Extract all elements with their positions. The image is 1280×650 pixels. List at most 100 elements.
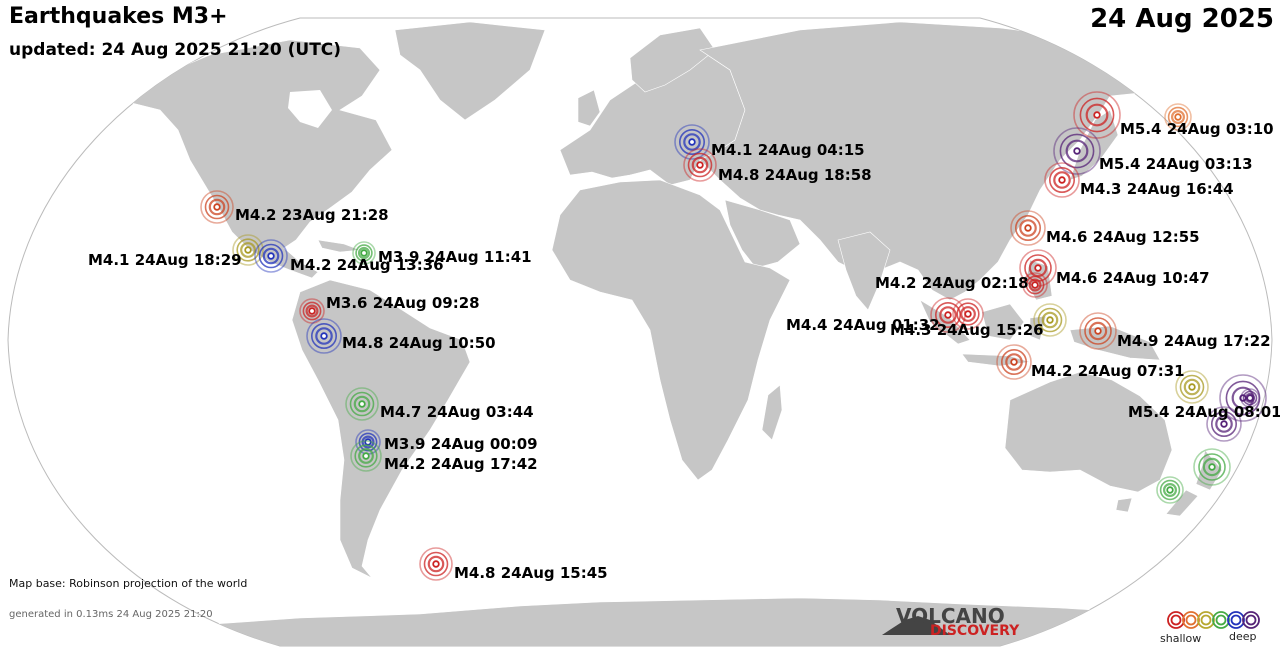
quake-ring <box>1167 106 1189 128</box>
quake-marker[interactable] <box>1053 127 1101 175</box>
quake-label[interactable]: M4.6 24Aug 12:55 <box>1046 228 1200 246</box>
legend-circle <box>1245 614 1257 626</box>
quake-ring <box>1037 307 1063 333</box>
quake-ring <box>1225 380 1261 416</box>
quake-marker[interactable] <box>1079 312 1117 350</box>
quake-ring <box>299 298 325 324</box>
quake-marker[interactable] <box>299 298 325 324</box>
quake-ring <box>358 448 374 464</box>
quake-epicenter <box>1010 358 1018 366</box>
quake-epicenter <box>358 400 366 408</box>
quake-epicenter <box>1034 264 1042 272</box>
quake-ring <box>1079 97 1115 133</box>
land-tasmania <box>1115 497 1133 513</box>
quake-label[interactable]: M4.7 24Aug 03:44 <box>380 403 534 421</box>
quake-marker[interactable] <box>1175 370 1209 404</box>
quake-marker[interactable] <box>1010 210 1046 246</box>
quake-ring <box>345 387 379 421</box>
quake-marker[interactable] <box>419 547 453 581</box>
quake-epicenter <box>308 307 316 315</box>
quake-label[interactable]: M3.6 24Aug 09:28 <box>326 294 480 312</box>
quake-ring <box>1053 127 1101 175</box>
quake-label[interactable]: M4.2 24Aug 07:31 <box>1031 362 1185 380</box>
quake-marker[interactable] <box>1156 476 1184 504</box>
quake-epicenter <box>267 252 275 260</box>
quake-label[interactable]: M4.8 24Aug 10:50 <box>342 334 496 352</box>
land-arabia <box>724 199 801 269</box>
quake-marker[interactable] <box>200 190 234 224</box>
land-new-guinea <box>1069 325 1161 361</box>
quake-marker[interactable] <box>350 440 382 472</box>
quake-ring <box>683 133 701 151</box>
quake-ring <box>1193 448 1231 486</box>
quake-ring <box>1053 171 1071 189</box>
quake-marker[interactable] <box>674 124 710 160</box>
quake-marker[interactable] <box>952 298 984 330</box>
quake-label[interactable]: M3.9 24Aug 11:41 <box>378 248 532 266</box>
quake-epicenter <box>1073 147 1081 155</box>
quake-label[interactable]: M4.1 24Aug 04:15 <box>711 141 865 159</box>
quake-ring <box>355 244 373 262</box>
quake-marker[interactable] <box>306 318 342 354</box>
quake-label[interactable]: M4.2 24Aug 17:42 <box>384 455 538 473</box>
quake-marker[interactable] <box>1206 406 1242 442</box>
legend-circle <box>1170 614 1182 626</box>
quake-label[interactable]: M4.8 24Aug 18:58 <box>718 166 872 184</box>
quake-marker[interactable] <box>352 241 376 265</box>
quake-label[interactable]: M4.3 24Aug 16:44 <box>1080 180 1234 198</box>
legend-deep-label: deep <box>1229 630 1257 643</box>
quake-label[interactable]: M5.4 24Aug 03:10 <box>1120 120 1274 138</box>
quake-ring <box>1202 457 1222 477</box>
quake-label[interactable]: M5.4 24Aug 08:01 <box>1128 403 1280 421</box>
quake-ring <box>427 555 445 573</box>
quake-marker[interactable] <box>683 148 717 182</box>
quake-ring <box>350 440 382 472</box>
quake-label[interactable]: M4.2 24Aug 02:18 <box>875 274 1029 292</box>
quake-ring <box>1244 392 1256 404</box>
quake-marker[interactable] <box>996 344 1032 380</box>
quake-label[interactable]: M4.4 24Aug 01:32 <box>786 316 940 334</box>
quake-label[interactable]: M4.1 24Aug 18:29 <box>88 251 242 269</box>
quake-ring <box>315 327 333 345</box>
legend-circle <box>1185 614 1197 626</box>
quake-ring <box>1059 133 1095 169</box>
quake-marker[interactable] <box>1240 388 1260 408</box>
quake-marker[interactable] <box>232 234 264 266</box>
quake-marker[interactable] <box>1022 272 1048 298</box>
quake-label[interactable]: M4.2 24Aug 13:36 <box>290 256 444 274</box>
quake-label[interactable]: M4.6 24Aug 10:47 <box>1056 269 1210 287</box>
quake-label[interactable]: M4.8 24Aug 15:45 <box>454 564 608 582</box>
quake-marker[interactable] <box>1044 162 1080 198</box>
quake-label[interactable]: M4.3 24Aug 15:26 <box>890 321 1044 339</box>
quake-marker[interactable] <box>1164 103 1192 131</box>
quake-marker[interactable] <box>1073 91 1121 139</box>
quake-ring <box>1156 476 1184 504</box>
legend-depth-scale <box>1167 611 1260 629</box>
quake-epicenter <box>1031 281 1039 289</box>
quake-label[interactable]: M5.4 24Aug 03:13 <box>1099 155 1253 173</box>
quake-marker[interactable] <box>1193 448 1231 486</box>
quake-ring <box>1164 103 1192 131</box>
quake-label[interactable]: M4.2 23Aug 21:28 <box>235 206 389 224</box>
quake-epicenter <box>362 452 370 460</box>
quake-marker[interactable] <box>345 387 379 421</box>
quake-ring <box>361 435 375 449</box>
quake-ring <box>357 246 371 260</box>
quake-ring <box>1085 103 1109 127</box>
quake-label[interactable]: M4.9 24Aug 17:22 <box>1117 332 1271 350</box>
quake-ring <box>1025 275 1045 295</box>
quake-label[interactable]: M3.9 24Aug 00:09 <box>384 435 538 453</box>
quake-ring <box>956 302 980 326</box>
quake-epicenter <box>964 310 972 318</box>
quake-ring <box>1159 479 1181 501</box>
quake-ring <box>1084 317 1112 345</box>
quake-ring <box>423 551 449 577</box>
quake-marker[interactable] <box>254 239 288 273</box>
quake-ring <box>1175 370 1209 404</box>
land-madagascar <box>761 384 783 441</box>
quake-marker[interactable] <box>1033 303 1067 337</box>
quake-epicenter <box>1046 316 1054 324</box>
quake-ring <box>1088 321 1108 341</box>
quake-epicenter <box>1094 327 1102 335</box>
